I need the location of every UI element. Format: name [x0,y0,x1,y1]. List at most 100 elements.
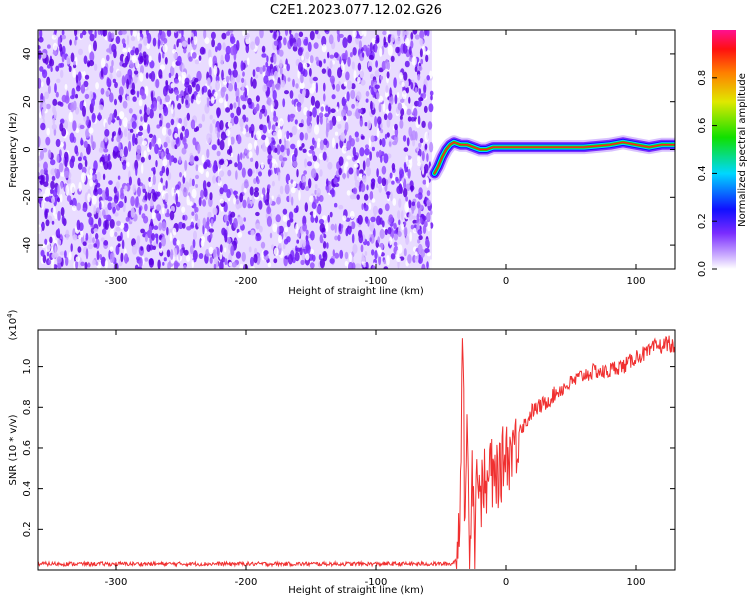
heatmap-cell [379,75,384,80]
heatmap-cell [258,171,262,177]
heatmap-cell [339,249,344,259]
heatmap-cell [327,214,331,223]
heatmap-cell [322,251,328,262]
heatmap-cell [244,149,247,154]
heatmap-cell [84,74,90,80]
heatmap-cell [165,167,169,177]
heatmap-cell [131,55,137,64]
heatmap-cell [384,228,388,236]
heatmap-cell [194,155,199,161]
heatmap-cell [283,64,288,69]
heatmap-cell [272,131,277,137]
heatmap-cell [247,143,253,151]
heatmap-cell [364,251,368,256]
heatmap-cell [170,65,175,77]
heatmap-cell [376,92,380,100]
heatmap-cell [209,114,213,120]
heatmap-cell [191,93,195,100]
heatmap-cell [332,83,336,90]
heatmap-cell [360,79,366,86]
heatmap-cell [114,145,118,152]
heatmap-cell [354,131,359,138]
heatmap-cell [323,146,327,151]
heatmap-cell [360,183,366,193]
heatmap-cell [102,209,106,217]
heatmap-cell [209,192,213,201]
heatmap-cell [374,250,378,260]
heatmap-cell [109,252,113,264]
heatmap-cell [245,132,251,138]
heatmap-cell [389,172,393,179]
heatmap-cell [52,117,56,125]
heatmap-cell [122,162,127,170]
heatmap-cell [200,239,205,247]
heatmap-cell [355,263,361,269]
heatmap-cell [56,78,61,84]
heatmap-cell [40,122,46,131]
heatmap-cell [104,219,110,231]
heatmap-cell [215,46,218,53]
heatmap-cell [426,190,431,197]
heatmap-cell [38,36,44,43]
heatmap-cell [162,261,165,266]
heatmap-cell [243,179,249,189]
heatmap-cell [56,154,60,163]
heatmap-cell [50,180,55,190]
heatmap-cell [194,30,197,38]
heatmap-cell [241,77,245,84]
heatmap-cell [403,248,407,257]
heatmap-cell [407,254,412,264]
spectrogram-x-tick-label: 100 [626,276,645,287]
heatmap-cell [52,51,58,55]
heatmap-cell [266,216,272,227]
heatmap-cell [334,223,337,234]
heatmap-cell [126,95,131,102]
heatmap-cell [295,223,299,235]
heatmap-cell [66,55,71,65]
heatmap-cell [80,137,83,146]
heatmap-cell [111,43,117,53]
heatmap-cell [348,167,354,175]
heatmap-cell [318,60,323,68]
heatmap-cell [348,261,354,269]
heatmap-cell [198,55,202,61]
heatmap-cell [307,41,312,53]
heatmap-cell [66,195,72,202]
heatmap-cell [138,125,144,132]
heatmap-cell [374,70,380,78]
heatmap-cell [416,146,420,152]
heatmap-cell [298,31,304,38]
heatmap-cell [166,249,171,258]
heatmap-cell [314,184,318,189]
heatmap-cell [295,83,299,89]
heatmap-cell [405,235,409,246]
heatmap-cell [126,120,132,130]
heatmap-cell [255,95,260,102]
heatmap-cell [323,93,326,102]
heatmap-cell [275,82,281,91]
heatmap-cell [418,235,423,241]
heatmap-cell [319,169,323,177]
heatmap-cell [271,124,276,131]
heatmap-cell [165,122,171,129]
heatmap-cell [278,35,283,41]
heatmap-cell [278,243,282,249]
heatmap-cell [134,47,139,56]
heatmap-cell [282,98,286,108]
heatmap-cell [397,210,401,220]
heatmap-cell [187,37,191,45]
heatmap-cell [219,170,225,178]
heatmap-cell [75,256,81,262]
heatmap-cell [76,219,81,231]
heatmap-cell [225,129,231,137]
heatmap-cell [253,178,257,184]
heatmap-cell [148,133,153,138]
heatmap-cell [39,111,42,119]
snr-y-tick-label: 0.2 [22,521,33,537]
heatmap-cell [153,225,159,230]
heatmap-cell [118,141,121,152]
heatmap-cell [174,78,179,84]
heatmap-cell [233,102,237,109]
heatmap-cell [51,220,55,225]
heatmap-cell [256,178,260,185]
